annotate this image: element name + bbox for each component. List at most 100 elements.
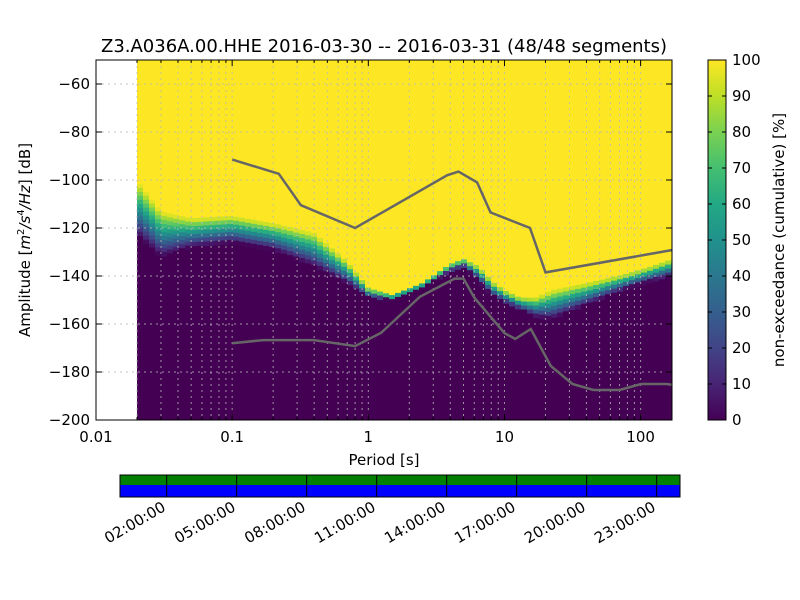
heatmap-cell [467,270,474,275]
heatmap-cell [293,60,300,230]
heatmap-cell [191,238,198,243]
heatmap-cell [647,274,654,280]
heatmap-cell [533,313,540,319]
heatmap-cell [527,297,534,303]
heatmap-cell [233,236,240,242]
heatmap-cell [473,273,480,278]
heatmap-cell [587,298,594,303]
heatmap-cell [281,225,288,231]
heatmap-cell [305,263,312,420]
coverage-bottom-strip [120,485,680,497]
heatmap-cell [305,60,312,232]
heatmap-cell [233,216,240,222]
heatmap-cell [137,60,144,185]
heatmap-cell [173,226,180,232]
heatmap-cell [269,243,276,248]
heatmap-cell [473,277,480,282]
heatmap-cell [551,305,558,311]
heatmap-cell [293,232,300,238]
heatmap-cell [569,294,576,299]
heatmap-cell [551,309,558,315]
heatmap-cell [155,235,162,240]
heatmap-cell [659,60,666,264]
heatmap-cell [197,225,204,231]
heatmap-cell [149,207,156,213]
heatmap-cell [137,215,144,221]
heatmap-cell [143,195,150,201]
heatmap-cell [233,60,240,218]
heatmap-cell [509,305,516,420]
heatmap-cell [197,246,204,420]
heatmap-cell [497,295,504,300]
heatmap-cell [563,299,570,304]
heatmap-cell [341,266,348,272]
heatmap-cell [635,282,642,287]
heatmap-cell [323,255,330,260]
heatmap-cell [143,223,150,229]
heatmap-cell [299,60,306,231]
heatmap-cell [359,288,366,293]
heatmap-cell [503,303,510,420]
time-tick-label: 05:00:00 [171,498,238,547]
heatmap-cell [449,60,456,264]
heatmap-cell [497,300,504,420]
time-tick-label: 08:00:00 [241,498,308,547]
heatmap-cell [311,260,318,266]
heatmap-cell [299,238,306,243]
heatmap-cell [563,307,570,312]
heatmap-cell [473,269,480,274]
heatmap-cell [347,60,354,266]
heatmap-cell [533,301,540,307]
heatmap-cell [251,235,258,241]
heatmap-cell [461,263,468,268]
heatmap-cell [317,257,324,263]
heatmap-cell [497,287,504,292]
heatmap-cell [629,286,636,420]
heatmap-cell [173,218,180,224]
heatmap-cell [545,60,552,293]
heatmap-cell [293,244,300,250]
heatmap-cell [239,244,246,420]
heatmap-cell [137,235,144,241]
heatmap-cell [551,60,558,291]
heatmap-cell [533,297,540,303]
heatmap-cell [203,229,210,235]
heatmap-cell [665,268,672,274]
heatmap-cell [323,267,330,272]
heatmap-cell [629,276,636,281]
heatmap-cell [647,278,654,284]
heatmap-cell [329,256,336,261]
heatmap-cell [401,294,408,300]
heatmap-cell [161,247,168,253]
heatmap-cell [155,251,162,256]
heatmap-cell [437,277,444,420]
heatmap-cell [155,60,162,208]
heatmap-cell [575,284,582,290]
heatmap-cell [419,287,426,292]
heatmap-cell [557,312,564,318]
heatmap-cell [287,239,294,244]
heatmap-cell [167,241,174,246]
heatmap-cell [287,231,294,236]
heatmap-cell [287,255,294,260]
heatmap-cell [521,311,528,420]
heatmap-cell [161,60,168,213]
heatmap-cell [221,224,228,230]
heatmap-cell [203,245,210,420]
heatmap-cell [305,251,312,256]
heatmap-cell [611,60,618,278]
heatmap-cell [215,220,222,226]
heatmap-cell [599,295,606,301]
heatmap-cell [299,234,306,239]
heatmap-cell [197,229,204,235]
heatmap-cell [143,227,150,233]
heatmap-cell [293,252,300,258]
heatmap-cell [353,280,360,286]
heatmap-cell [275,244,282,249]
heatmap-cell [467,272,474,420]
heatmap-cell [227,224,234,229]
heatmap-cell [431,275,438,280]
heatmap-cell [539,317,546,420]
heatmap-cell [203,217,210,223]
heatmap-cell [257,60,264,222]
